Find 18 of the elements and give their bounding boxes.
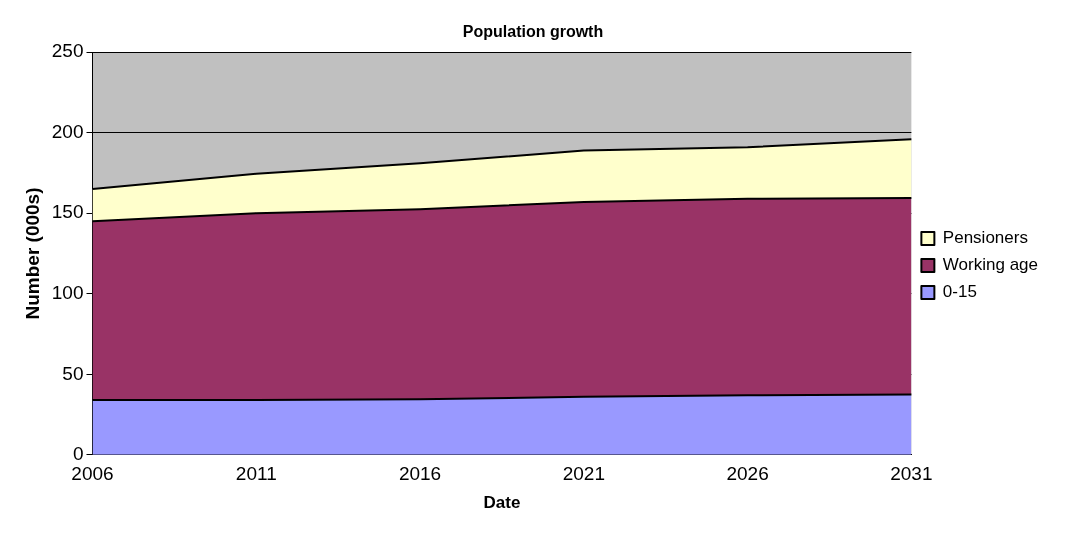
x-tick-label: 2016 [398, 463, 442, 485]
y-tick-label: 250 [51, 40, 84, 62]
legend-label: Working age [942, 255, 1039, 275]
x-tick-label: 2006 [71, 463, 114, 485]
y-axis-title: Number (000s) [21, 187, 43, 320]
x-tick-label: 2026 [726, 463, 769, 485]
y-tick-label: 0 [72, 443, 84, 465]
y-tick-label: 100 [51, 281, 84, 303]
chart-title: Population growth [462, 23, 604, 41]
x-tick-label: 2031 [890, 463, 933, 485]
x-tick-label: 2021 [562, 463, 605, 485]
y-tick-label: 50 [62, 362, 84, 384]
x-tick-label: 2011 [235, 463, 277, 485]
legend-label: Pensioners [942, 228, 1028, 248]
y-tick-label: 150 [51, 201, 84, 223]
legend-label: 0-15 [942, 282, 977, 302]
x-axis-title: Date [483, 493, 521, 513]
y-tick-label: 200 [51, 120, 84, 142]
